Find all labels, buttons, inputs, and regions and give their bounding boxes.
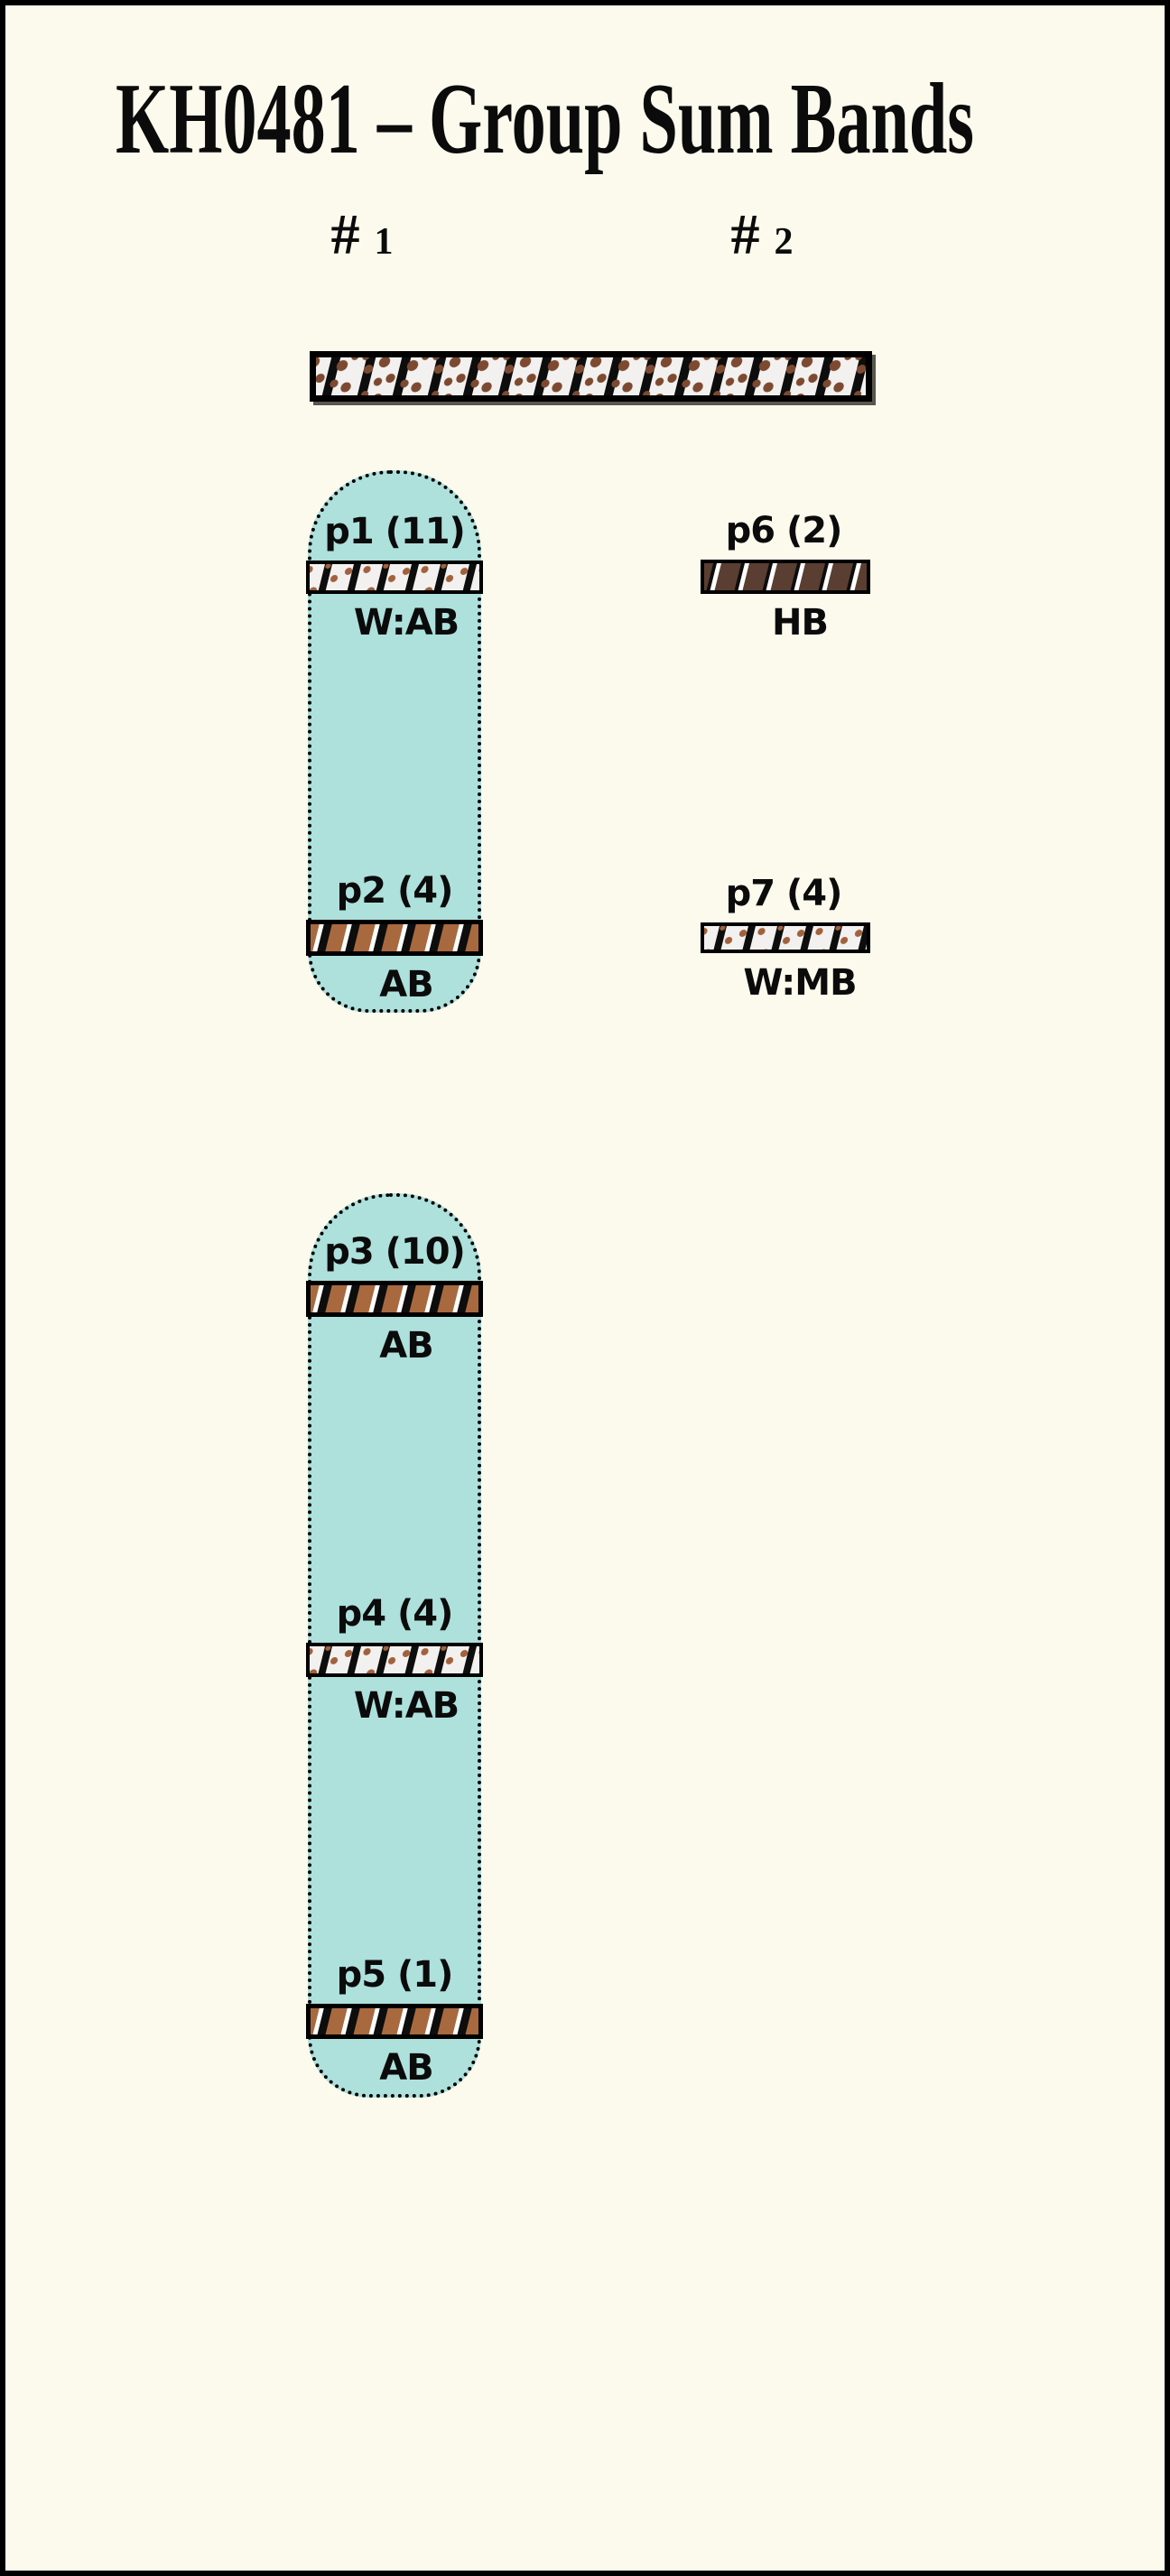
column-1-hash: # [330,202,360,266]
group-label-p3: p3 (10) [324,1231,466,1273]
group-label-p4: p4 (4) [336,1593,454,1635]
band-p2-brown-stripe [306,920,483,956]
group-sublabel-p3: AB [379,1325,433,1367]
column-1-number: 1 [374,221,394,263]
band-p1-speckled-stripe [306,561,483,594]
band-p5-brown-stripe [306,2004,483,2039]
group-sublabel-p1: W:AB [353,602,460,644]
group-label-p7: p7 (4) [725,873,843,914]
group-label-p6: p6 (2) [725,510,843,551]
summary-band-bar [310,351,872,402]
figure-title: KH0481 – Group Sum Bands [116,63,974,175]
group-label-p5: p5 (1) [336,1954,454,1996]
group-label-p2: p2 (4) [336,870,454,912]
band-p6-dark-stripe [701,560,870,594]
column-header-2: # 2 [672,206,852,264]
band-p4-speckled-stripe [306,1643,483,1677]
group-sublabel-p5: AB [379,2047,433,2089]
column-header-1: # 1 [272,206,452,264]
band-p3-brown-stripe [306,1281,483,1317]
group-sublabel-p6: HB [772,602,829,644]
group-sublabel-p7: W:MB [743,962,857,1004]
group-label-p1: p1 (11) [324,511,466,552]
band-p7-speckled-stripe [701,922,870,953]
column-2-number: 2 [774,221,794,263]
group-sublabel-p2: AB [379,964,433,1005]
column-2-hash: # [730,202,760,266]
group-sublabel-p4: W:AB [353,1685,460,1727]
